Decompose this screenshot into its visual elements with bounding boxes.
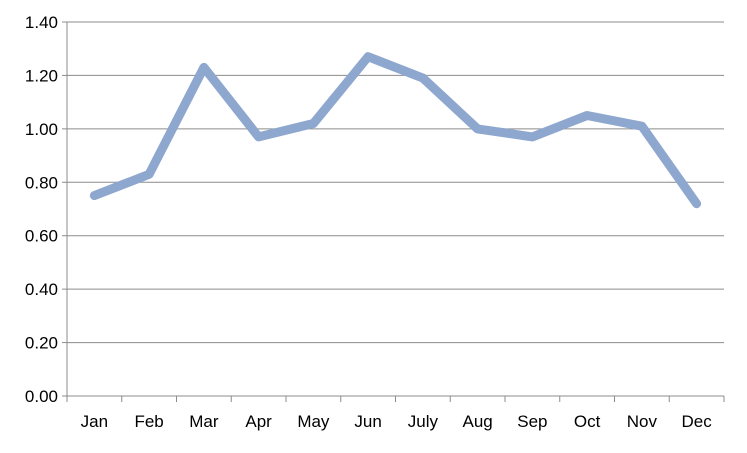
series-layer <box>94 57 696 204</box>
y-tick-label: 1.40 <box>25 13 58 32</box>
x-tick-label: May <box>297 412 330 431</box>
x-tick-label: Jan <box>81 412 108 431</box>
x-tick-label: Nov <box>627 412 658 431</box>
y-tick-label: 0.40 <box>25 280 58 299</box>
y-tick-label: 0.60 <box>25 227 58 246</box>
y-tick-label: 1.20 <box>25 66 58 85</box>
series-line <box>94 57 696 204</box>
x-tick-label: Mar <box>189 412 219 431</box>
y-tick-label: 0.00 <box>25 387 58 406</box>
x-tick-label: Aug <box>463 412 493 431</box>
axes <box>62 22 724 402</box>
x-tick-label: Jun <box>354 412 381 431</box>
x-tick-label: Dec <box>682 412 713 431</box>
x-tick-label: Feb <box>134 412 163 431</box>
x-tick-label: Sep <box>517 412 547 431</box>
x-tick-label: Oct <box>574 412 601 431</box>
x-tick-labels: Jan Feb Mar Apr May Jun July Aug Sep Oct Nov Dec <box>81 412 713 431</box>
y-tick-label: 0.20 <box>25 334 58 353</box>
y-tick-label: 1.00 <box>25 120 58 139</box>
y-tick-labels: 0.00 0.20 0.40 0.60 0.80 1.00 1.20 1.40 <box>25 13 58 406</box>
x-tick-label: Apr <box>245 412 272 431</box>
x-tick-label: July <box>408 412 439 431</box>
y-tick-label: 0.80 <box>25 173 58 192</box>
